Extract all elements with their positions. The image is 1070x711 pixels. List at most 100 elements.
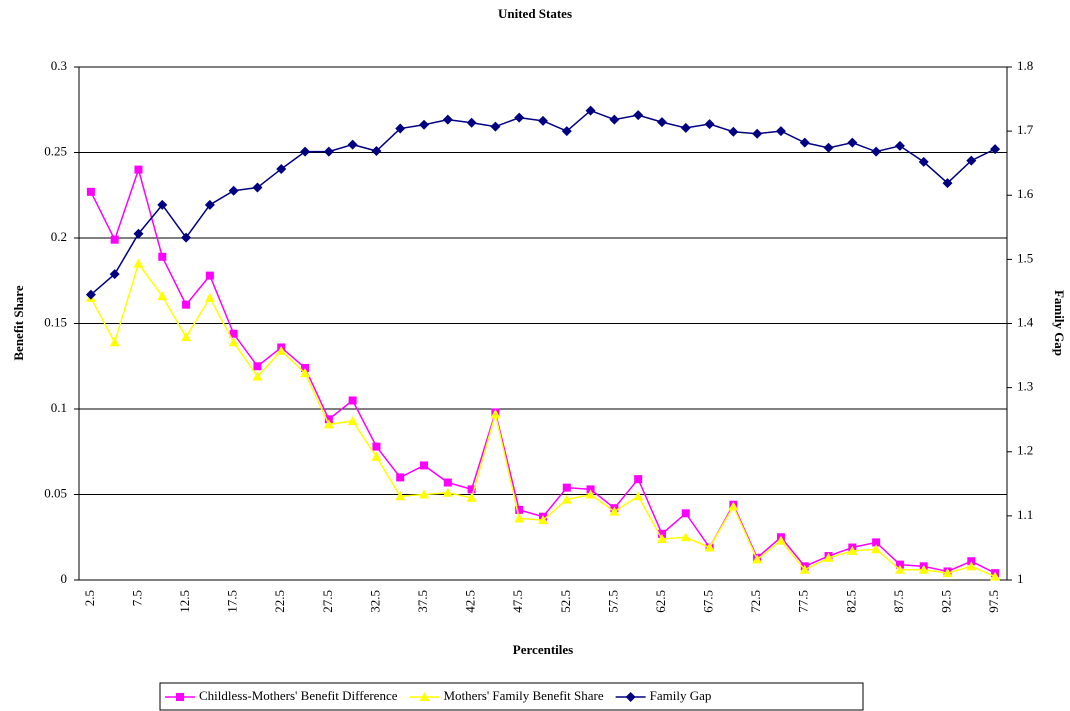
x-tick-label: 52.5 <box>558 590 573 613</box>
x-tick-label: 87.5 <box>891 590 906 613</box>
marker <box>229 329 238 338</box>
y2-tick-label: 1.6 <box>1017 186 1034 201</box>
legend-box <box>159 682 864 711</box>
marker <box>466 117 477 128</box>
marker <box>562 483 571 492</box>
marker <box>847 137 858 148</box>
y2-tick-label: 1.5 <box>1017 250 1033 265</box>
x-tick-label: 92.5 <box>938 590 953 613</box>
marker <box>181 232 192 243</box>
marker <box>918 156 929 167</box>
x-tick-label: 37.5 <box>415 590 430 613</box>
x-tick-label: 57.5 <box>605 590 620 613</box>
legend-label: Family Gap <box>650 688 712 703</box>
marker <box>656 117 667 128</box>
marker <box>967 557 976 566</box>
series-line <box>90 167 996 574</box>
marker <box>204 292 215 302</box>
marker <box>609 506 620 516</box>
marker <box>419 692 430 701</box>
x-tick-label: 22.5 <box>272 590 287 613</box>
marker <box>348 396 357 405</box>
marker <box>300 146 311 157</box>
marker <box>182 300 191 309</box>
marker <box>585 489 596 499</box>
marker <box>371 146 382 157</box>
marker <box>228 185 239 196</box>
marker <box>633 110 644 121</box>
marker <box>204 199 215 210</box>
marker <box>894 564 905 574</box>
x-tick-label: 97.5 <box>986 590 1001 613</box>
marker <box>253 362 262 371</box>
x-tick-label: 12.5 <box>177 590 192 613</box>
marker <box>872 538 881 547</box>
marker <box>442 114 453 125</box>
marker <box>276 163 287 174</box>
marker <box>895 560 904 569</box>
y2-tick-label: 1.4 <box>1017 314 1034 329</box>
marker <box>775 535 786 545</box>
marker <box>158 252 167 261</box>
marker <box>561 494 572 504</box>
x-axis-label: Percentiles <box>513 642 573 657</box>
series-line <box>90 109 996 296</box>
marker <box>894 140 905 151</box>
marker <box>561 126 572 137</box>
marker <box>657 529 666 538</box>
y-tick-label: 0.15 <box>44 314 67 329</box>
marker <box>942 178 953 189</box>
marker <box>85 289 96 300</box>
marker <box>514 513 525 523</box>
marker <box>86 187 95 196</box>
marker <box>133 228 144 239</box>
x-tick-label: 27.5 <box>320 590 335 613</box>
legend-label: Mothers' Family Benefit Share <box>444 688 604 703</box>
y2-axis-label: Family Gap <box>1052 290 1067 356</box>
marker <box>704 542 715 552</box>
legend-label: Childless-Mothers' Benefit Difference <box>199 688 398 703</box>
marker <box>966 561 977 571</box>
x-tick-label: 67.5 <box>701 590 716 613</box>
marker <box>467 485 476 494</box>
marker <box>514 112 525 123</box>
marker <box>871 146 882 157</box>
x-tick-label: 42.5 <box>463 590 478 613</box>
marker <box>728 126 739 137</box>
marker <box>395 491 406 501</box>
marker <box>680 122 691 133</box>
marker <box>443 478 452 487</box>
marker <box>990 571 1001 581</box>
marker <box>609 114 620 125</box>
series-line <box>90 261 996 578</box>
marker <box>680 532 691 542</box>
marker <box>752 554 763 564</box>
marker <box>109 269 120 280</box>
marker <box>181 332 192 342</box>
marker <box>966 155 977 166</box>
marker <box>420 461 429 470</box>
marker <box>395 123 406 134</box>
marker <box>823 142 834 153</box>
marker <box>586 485 595 494</box>
marker <box>371 451 382 461</box>
marker <box>823 552 834 562</box>
marker <box>990 144 1001 155</box>
y2-tick-label: 1.8 <box>1017 58 1033 73</box>
marker <box>347 139 358 150</box>
marker <box>942 568 953 578</box>
marker <box>372 442 381 451</box>
marker <box>847 545 858 555</box>
chart-title: United States <box>498 6 572 21</box>
marker <box>110 235 119 244</box>
marker <box>538 515 548 525</box>
marker <box>300 368 311 378</box>
marker <box>442 487 453 497</box>
y-tick-label: 0.2 <box>51 229 67 244</box>
marker <box>704 119 715 130</box>
marker <box>871 544 882 554</box>
marker <box>538 115 548 126</box>
marker <box>585 105 596 116</box>
marker <box>728 501 739 511</box>
y-tick-label: 0.3 <box>51 58 67 73</box>
